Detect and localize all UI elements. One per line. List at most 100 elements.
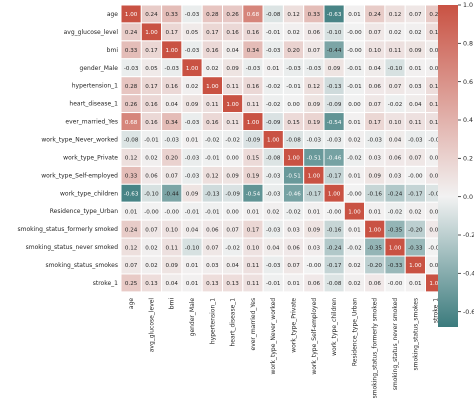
x-tick-label: Residence_type_Urban: [351, 298, 358, 366]
cell-value-label: 0.68: [125, 120, 138, 126]
cell-value-label: 0.03: [369, 156, 382, 162]
cell-value-label: 0.04: [226, 263, 239, 269]
x-tick-label: ever_married_Yes: [250, 298, 257, 351]
x-tick-label: age: [128, 298, 135, 309]
cell-value-label: 0.11: [389, 48, 402, 54]
cell-value-label: 0.02: [348, 138, 360, 144]
cell-value-label: 0.34: [247, 48, 260, 54]
cell-value-label: -0.16: [327, 227, 342, 233]
cell-value-label: 1.00: [429, 281, 442, 287]
cell-value-label: 0.00: [287, 102, 300, 108]
cell-value-label: 0.03: [287, 227, 300, 233]
colorbar-tick-label: -0.2: [463, 232, 474, 239]
cell-value-label: 0.13: [226, 281, 239, 287]
cell-value-label: 0.17: [247, 227, 260, 233]
cell-value-label: 0.03: [409, 84, 422, 90]
cell-value-label: -0.35: [388, 227, 403, 233]
cell-value-label: 0.02: [409, 30, 421, 36]
cell-value-label: 0.04: [186, 227, 199, 233]
cell-value-label: 1.00: [409, 263, 422, 269]
y-tick-label: work_type_children: [60, 190, 118, 197]
cell-value-label: 0.02: [348, 281, 360, 287]
cell-value-label: 0.04: [389, 138, 402, 144]
cell-value-label: -0.10: [388, 66, 403, 72]
cell-value-label: 0.07: [166, 174, 179, 180]
cell-value-label: 0.20: [166, 156, 179, 162]
cell-value-label: 0.10: [166, 227, 179, 233]
x-tick-label: hypertension_1: [209, 298, 216, 344]
cell-value-label: 0.17: [369, 120, 382, 126]
cell-value-label: -0.35: [368, 245, 383, 251]
cell-value-label: -0.24: [327, 245, 342, 251]
cell-value-label: -0.03: [266, 263, 281, 269]
cell-value-label: 0.06: [287, 245, 300, 251]
y-tick-label: smoking_status_smokes: [45, 262, 118, 269]
cell-value-label: 0.06: [206, 227, 219, 233]
cell-value-label: -0.08: [266, 156, 281, 162]
cell-value-label: 0.10: [369, 48, 382, 54]
cell-value-label: 0.04: [226, 48, 239, 54]
cell-value-label: -0.08: [266, 12, 281, 18]
cell-value-label: -0.01: [144, 138, 159, 144]
x-tick-label: work_type_Never_worked: [270, 298, 277, 375]
cell-value-label: -0.03: [286, 66, 301, 72]
cell-value-label: -0.63: [327, 12, 342, 18]
y-tick-label: stroke_1: [93, 280, 118, 287]
cell-value-label: -0.09: [246, 138, 261, 144]
cell-value-label: 0.16: [145, 102, 158, 108]
cell-value-label: 0.10: [389, 120, 402, 126]
cell-value-label: 0.11: [247, 281, 260, 287]
cell-value-label: 0.00: [226, 156, 239, 162]
cell-value-label: -0.03: [165, 138, 180, 144]
cell-value-label: -0.03: [185, 48, 200, 54]
cell-value-label: 0.17: [145, 48, 158, 54]
cell-value-label: 0.02: [429, 209, 441, 215]
cell-value-label: -0.01: [347, 84, 362, 90]
cell-value-label: -0.44: [327, 48, 342, 54]
cell-value-label: -0.08: [327, 281, 342, 287]
cell-value-label: 0.01: [429, 66, 442, 72]
x-tick-label: stroke_1: [433, 298, 440, 323]
cell-value-label: -0.03: [266, 191, 281, 197]
cell-value-label: -0.00: [307, 263, 322, 269]
cell-value-label: -0.02: [266, 84, 280, 90]
cell-value-label: -0.01: [266, 30, 281, 36]
cell-value-label: 0.13: [145, 281, 158, 287]
cell-value-label: -0.02: [388, 102, 402, 108]
cell-value-label: 0.01: [369, 209, 382, 215]
cell-value-label: 0.07: [409, 156, 422, 162]
cell-value-label: 0.01: [287, 281, 300, 287]
cell-value-label: -0.17: [408, 191, 423, 197]
x-tick-label: heart_disease_1: [230, 298, 237, 347]
cell-value-label: 0.01: [308, 209, 321, 215]
cell-value-label: 0.68: [247, 12, 260, 18]
cell-value-label: 0.05: [145, 66, 158, 72]
colorbar-tick-label: 1.0: [463, 2, 473, 9]
cell-value-label: -0.03: [266, 48, 281, 54]
cell-value-label: 0.06: [308, 281, 321, 287]
cell-value-label: 0.11: [429, 120, 442, 126]
cell-value-label: 0.07: [125, 263, 138, 269]
cell-value-label: 1.00: [328, 191, 341, 197]
cell-value-label: -0.08: [286, 138, 301, 144]
cell-value-label: 0.09: [186, 191, 199, 197]
cell-value-label: 0.04: [267, 245, 280, 251]
cell-value-label: 1.00: [226, 102, 239, 108]
cell-value-label: 0.11: [226, 84, 239, 90]
cell-value-label: 0.01: [186, 281, 199, 287]
cell-value-label: -0.03: [327, 138, 342, 144]
cell-value-label: 0.17: [145, 84, 158, 90]
cell-value-label: -0.13: [205, 191, 220, 197]
cell-value-label: 0.03: [206, 263, 219, 269]
cell-value-label: 0.12: [125, 156, 137, 162]
cell-value-label: 0.01: [409, 281, 422, 287]
x-tick-label: smoking_status_formerly smoked: [372, 298, 379, 399]
cell-value-label: -0.10: [144, 191, 159, 197]
cell-value-label: 0.07: [369, 30, 382, 36]
cell-value-label: -0.00: [347, 30, 362, 36]
cell-value-label: 0.09: [186, 102, 199, 108]
cell-value-label: 0.13: [429, 84, 442, 90]
cell-value-label: 0.07: [409, 12, 422, 18]
cell-value-label: 0.09: [328, 66, 341, 72]
